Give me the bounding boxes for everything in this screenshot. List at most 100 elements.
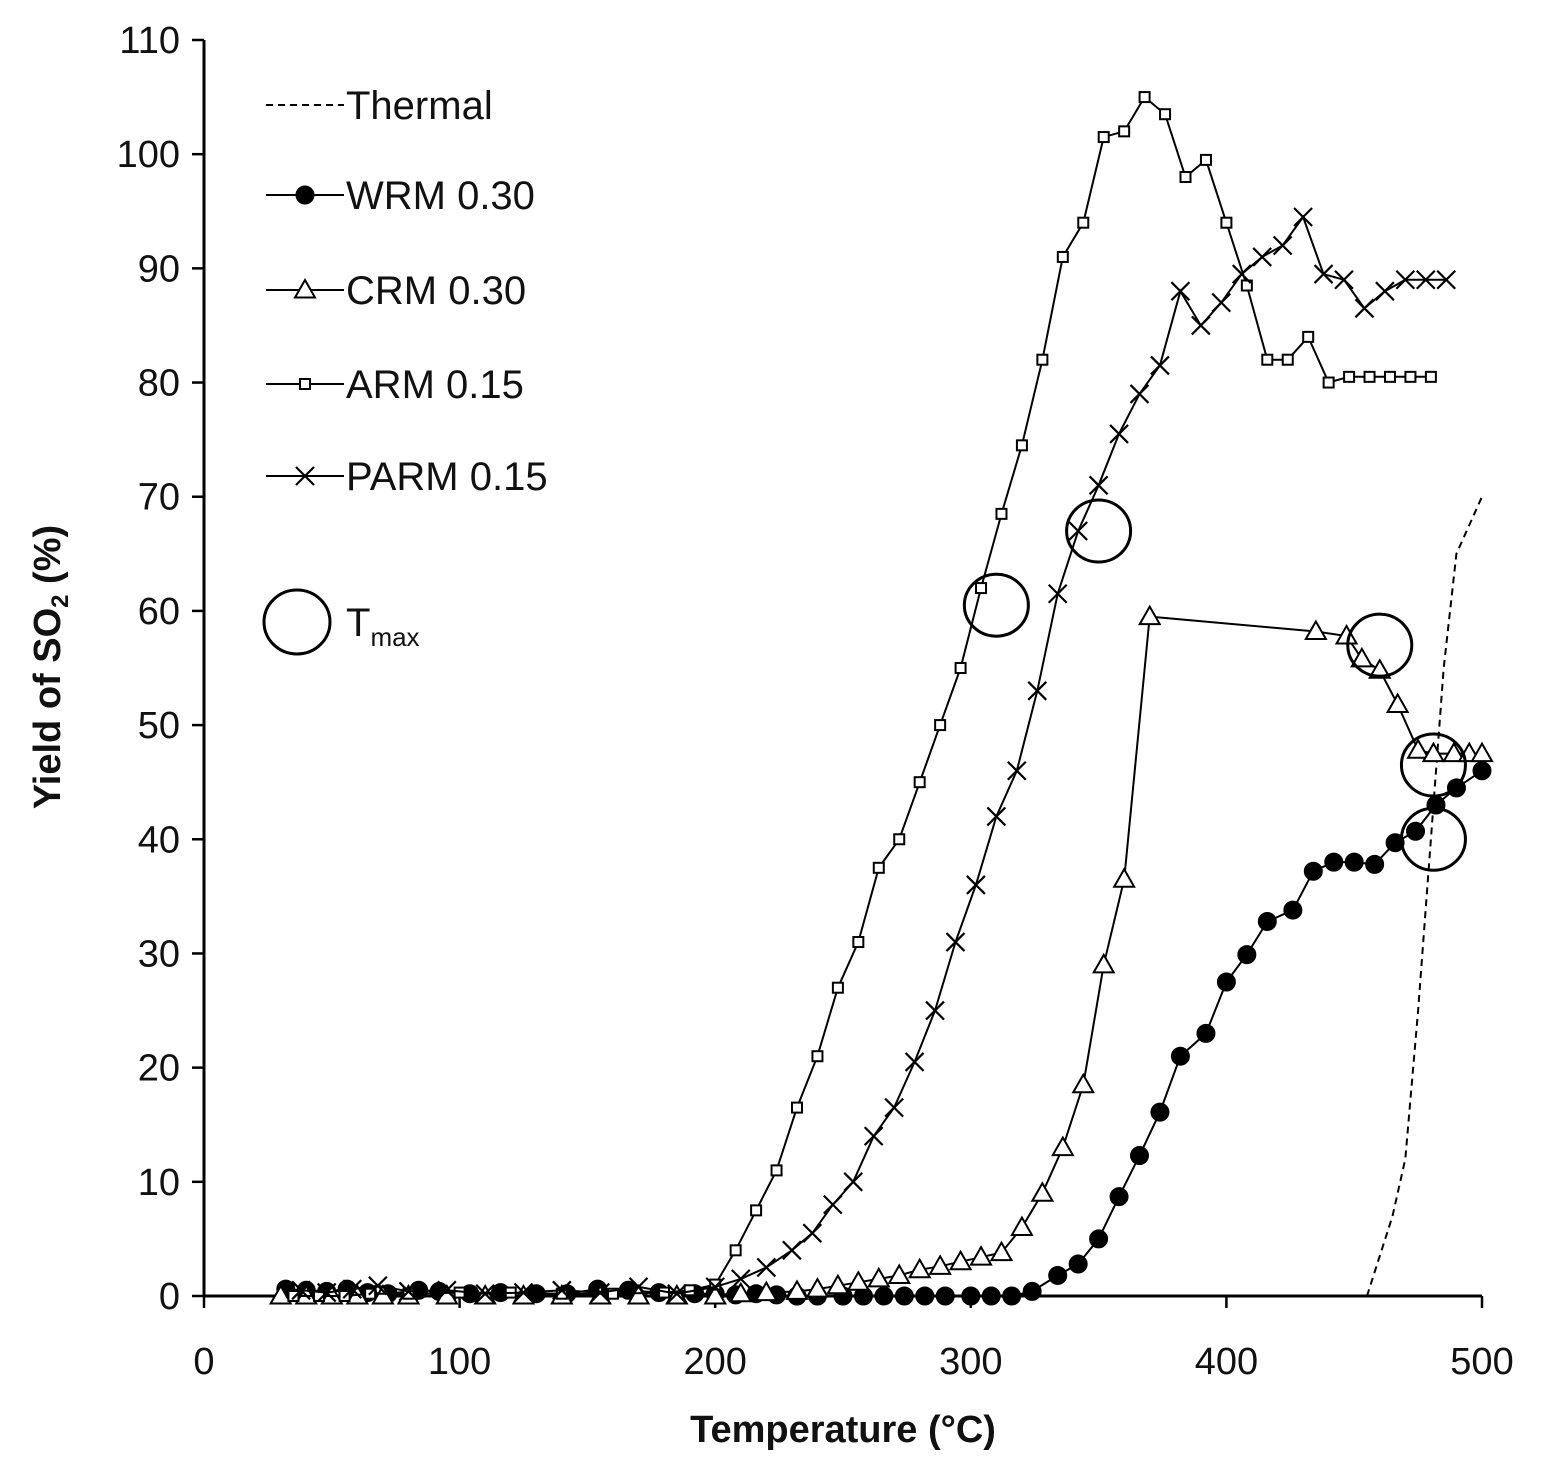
data-point-parm-0-15 <box>1272 235 1293 256</box>
y-axis-title-sub: 2 <box>47 595 74 608</box>
legend-label: ARM 0.15 <box>346 363 524 407</box>
data-point-parm-0-15 <box>863 1126 884 1146</box>
data-point-parm-0-15 <box>945 932 966 952</box>
data-point-crm-0-30 <box>1350 646 1374 668</box>
data-point-parm-0-15 <box>1354 298 1375 319</box>
x-marker-stroke <box>1231 264 1252 284</box>
data-point-parm-0-15 <box>1375 281 1395 301</box>
tmax-circle <box>1399 732 1467 798</box>
data-point-wrm-0-30 <box>1129 1146 1149 1166</box>
data-point-crm-0-30 <box>1368 658 1392 679</box>
legend-label: WRM 0.30 <box>346 174 535 218</box>
data-point-wrm-0-30 <box>1385 833 1405 853</box>
data-point-arm-0-15 <box>770 1164 783 1177</box>
x-axis-title: Temperature (°C) <box>690 1409 996 1451</box>
x-marker-stroke <box>1211 292 1232 313</box>
x-marker-stroke <box>1007 760 1027 781</box>
data-point-crm-0-30 <box>948 1249 973 1271</box>
data-point-arm-0-15 <box>1281 353 1294 366</box>
x-tick-label: 500 <box>1450 1341 1513 1383</box>
tmax-circle <box>962 572 1030 638</box>
x-marker-stroke <box>1334 270 1354 290</box>
x-tick-label: 300 <box>939 1341 1002 1383</box>
series-parm-0-15 <box>291 207 1456 1304</box>
x-marker-stroke <box>475 1283 495 1304</box>
data-point-crm-0-30 <box>1030 1181 1055 1202</box>
x-marker-stroke <box>552 1280 572 1301</box>
data-point-arm-0-15 <box>555 1287 568 1300</box>
x-tick-label: 200 <box>683 1341 746 1383</box>
data-point-parm-0-15 <box>398 1281 419 1302</box>
legend-label: Thermal <box>346 84 493 128</box>
data-point-wrm-0-30 <box>1426 795 1446 815</box>
data-point-crm-0-30 <box>826 1273 850 1295</box>
data-point-crm-0-30 <box>320 1283 344 1305</box>
x-marker-stroke <box>802 1223 823 1243</box>
y-axis-title: Yield of SO2 (%) <box>27 525 74 809</box>
data-point-crm-0-30 <box>268 1283 293 1305</box>
x-tick-label: 0 <box>193 1341 214 1383</box>
data-point-parm-0-15 <box>475 1283 495 1304</box>
x-marker-stroke <box>1252 247 1272 267</box>
data-point-arm-0-15 <box>1302 330 1315 343</box>
x-marker-stroke <box>1170 281 1191 301</box>
data-point-crm-0-30 <box>928 1254 952 1275</box>
x-marker-stroke <box>1436 270 1456 290</box>
data-point-wrm-0-30 <box>1216 972 1236 992</box>
data-point-crm-0-30 <box>887 1263 911 1284</box>
data-point-crm-0-30 <box>703 1283 727 1305</box>
data-point-parm-0-15 <box>1211 292 1232 313</box>
x-marker-stroke <box>705 1277 725 1297</box>
data-point-wrm-0-30 <box>1089 1229 1109 1249</box>
x-marker-stroke <box>1047 584 1068 604</box>
y-tick-label: 100 <box>117 134 180 176</box>
series-layer <box>268 91 1494 1306</box>
x-marker-stroke <box>1272 235 1293 256</box>
x-marker-stroke <box>1150 355 1170 376</box>
legend: Thermal WRM 0.30 CRM 0.30 ARM 0.15 PARM 0.15… <box>262 84 548 656</box>
x-marker-stroke <box>1129 384 1150 404</box>
x-marker-stroke <box>342 1279 363 1299</box>
data-point-arm-0-15 <box>1159 108 1172 121</box>
x-marker-stroke <box>1109 424 1129 444</box>
data-point-arm-0-15 <box>1363 370 1376 383</box>
data-point-wrm-0-30 <box>1170 1046 1190 1066</box>
data-point-parm-0-15 <box>291 1280 311 1301</box>
data-point-crm-0-30 <box>1421 741 1446 763</box>
legend-tmax-sub: max <box>370 622 419 652</box>
data-point-wrm-0-30 <box>1303 861 1323 881</box>
data-point-wrm-0-30 <box>961 1286 981 1306</box>
legend-item-tmax: Tmax <box>262 588 420 656</box>
data-point-crm-0-30 <box>729 1281 753 1303</box>
data-point-parm-0-15 <box>1150 355 1170 376</box>
data-point-parm-0-15 <box>1252 247 1272 267</box>
data-point-arm-0-15 <box>750 1204 763 1217</box>
x-marker-stroke <box>437 1280 457 1301</box>
x-marker-stroke <box>756 1257 777 1278</box>
data-point-crm-0-30 <box>969 1245 993 1266</box>
data-point-arm-0-15 <box>287 1290 300 1302</box>
data-point-parm-0-15 <box>1088 475 1109 496</box>
data-point-wrm-0-30 <box>1344 852 1364 872</box>
data-point-crm-0-30 <box>1010 1215 1034 1236</box>
data-point-crm-0-30 <box>846 1270 871 1291</box>
y-axis-title-main: Yield of SO <box>27 608 69 809</box>
series-line-crm-0-30 <box>280 615 1482 1297</box>
legend-swatch-marker <box>293 277 317 299</box>
data-point-arm-0-15 <box>852 936 865 949</box>
x-tick-label: 400 <box>1195 1341 1258 1383</box>
data-point-arm-0-15 <box>790 1101 803 1114</box>
legend-tmax-circle <box>262 588 332 656</box>
data-point-parm-0-15 <box>1047 584 1068 604</box>
y-tick-label: 70 <box>138 477 180 519</box>
data-point-crm-0-30 <box>1051 1135 1075 1157</box>
tmax-circle <box>1065 498 1133 564</box>
data-point-parm-0-15 <box>756 1257 777 1278</box>
x-marker-stroke <box>590 1282 610 1303</box>
data-point-arm-0-15 <box>1118 125 1131 138</box>
y-tick-label: 0 <box>159 1276 180 1318</box>
legend-item-wrm-0-30: WRM 0.30 <box>266 174 535 218</box>
data-point-parm-0-15 <box>822 1194 843 1215</box>
tmax-circle <box>1346 612 1414 678</box>
data-point-crm-0-30 <box>989 1240 1014 1262</box>
